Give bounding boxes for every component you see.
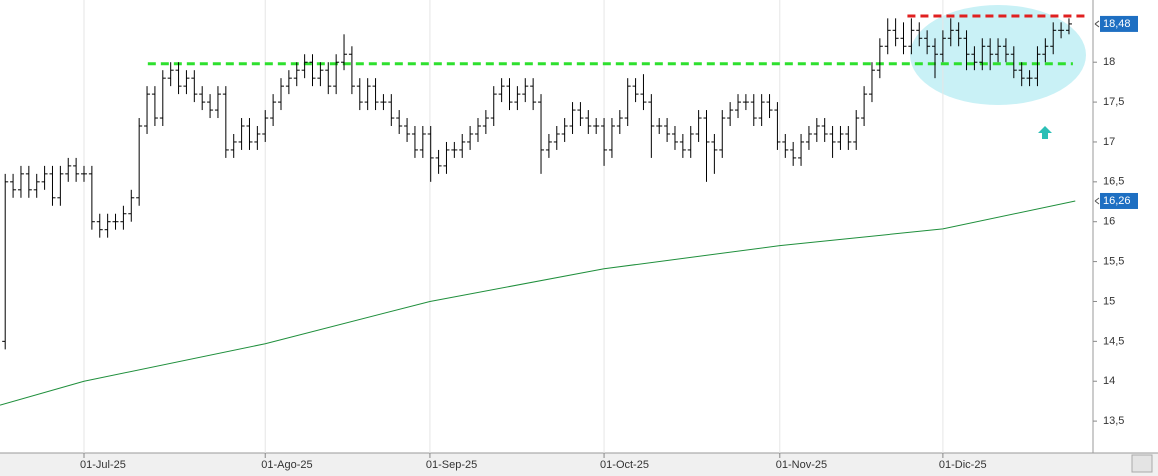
moving-average: [0, 200, 1076, 406]
up-arrow: [1038, 126, 1052, 139]
x-tick-label: 01-Ago-25: [261, 459, 312, 471]
scroll-button[interactable]: [1131, 454, 1153, 473]
y-tick-label: 13,5: [1103, 415, 1124, 427]
x-tick-label: 01-Sep-25: [426, 459, 477, 471]
y-tick-label: 14,5: [1103, 335, 1124, 347]
x-tick-label: 01-Jul-25: [80, 459, 126, 471]
y-tick-label: 16,5: [1103, 176, 1124, 188]
price-badge: [1100, 192, 1138, 209]
x-tick-label: 01-Dic-25: [939, 459, 987, 471]
y-tick-label: 18: [1103, 56, 1115, 68]
x-tick-label: 01-Oct-25: [600, 459, 649, 471]
y-tick-label: 16: [1103, 216, 1115, 228]
axis-strip: [0, 453, 1158, 476]
y-tick-label: 17: [1103, 136, 1115, 148]
x-tick-label: 01-Nov-25: [776, 459, 827, 471]
price-label: 16,26: [1103, 195, 1131, 207]
price-pointer: [1094, 197, 1100, 205]
y-tick-label: 15,5: [1103, 255, 1124, 267]
y-tick-label: 14: [1103, 375, 1115, 387]
price-pointer: [1094, 20, 1100, 28]
price-label: 18,48: [1103, 18, 1131, 30]
y-tick-label: 17,5: [1103, 96, 1124, 108]
y-tick-label: 15: [1103, 295, 1115, 307]
price-badge: [1100, 15, 1138, 32]
